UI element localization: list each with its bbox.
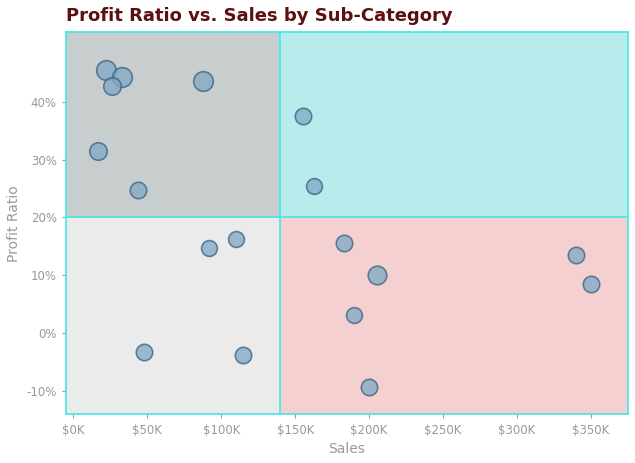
Point (572, 251, 582, 259)
Point (371, 272, 382, 279)
Point (117, 73, 127, 81)
Bar (66, 218, 281, 414)
Point (339, 239, 349, 247)
Point (204, 244, 215, 251)
Point (107, 82, 117, 90)
Bar (281, 32, 628, 218)
Point (101, 66, 111, 74)
Point (139, 349, 149, 356)
Point (93, 147, 104, 155)
Point (133, 186, 144, 194)
X-axis label: Sales: Sales (328, 442, 365, 456)
Point (364, 383, 374, 391)
Bar (66, 32, 281, 218)
Point (298, 113, 308, 120)
Point (231, 235, 241, 243)
Point (309, 182, 319, 189)
Bar (281, 218, 628, 414)
Point (349, 311, 359, 319)
Point (198, 78, 208, 85)
Y-axis label: Profit Ratio: Profit Ratio (7, 185, 21, 262)
Text: Profit Ratio vs. Sales by Sub-Category: Profit Ratio vs. Sales by Sub-Category (66, 7, 453, 25)
Point (586, 281, 596, 288)
Point (238, 352, 248, 359)
